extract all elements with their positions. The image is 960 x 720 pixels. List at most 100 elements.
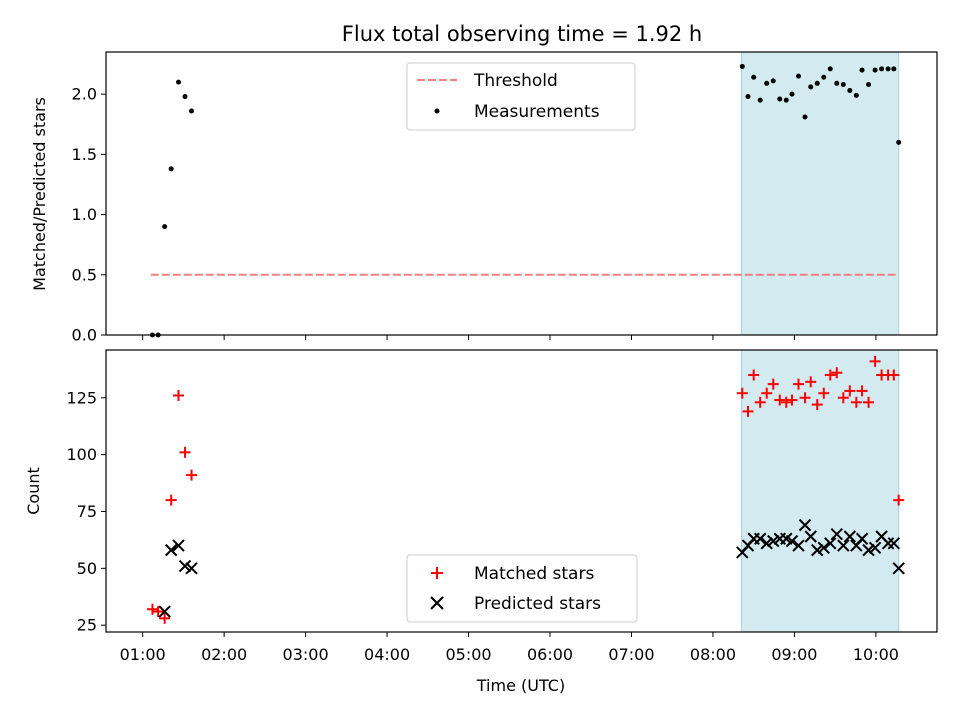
x-tick-label: 07:00: [608, 645, 654, 664]
measurements-point: [757, 97, 763, 103]
measurements-point: [821, 74, 827, 80]
measurements-point: [853, 92, 859, 98]
top-y-tick-label: 1.0: [72, 205, 97, 224]
x-tick-label: 02:00: [201, 645, 247, 664]
chart-title: Flux total observing time = 1.92 h: [342, 22, 702, 46]
predicted-stars-point: [881, 537, 895, 550]
matched-stars-legend-label: Matched stars: [474, 564, 594, 584]
predicted-stars-point: [824, 537, 837, 550]
predicted-stars-point: [792, 539, 805, 552]
predicted-stars-point: [760, 537, 773, 550]
matched-stars-point: [850, 396, 862, 408]
measurements-point: [764, 80, 770, 86]
measurements-point: [176, 79, 182, 85]
measurements-point: [859, 67, 865, 73]
matched-stars-point: [165, 494, 177, 506]
matched-stars-point: [856, 385, 868, 397]
predicted-stars-point: [185, 562, 198, 575]
x-tick-label: 08:00: [690, 645, 736, 664]
top-axes-frame: [105, 51, 938, 336]
predicted-stars-point: [754, 532, 767, 545]
matched-stars-point: [748, 369, 760, 381]
matched-stars-point: [805, 376, 817, 388]
measurements-point: [834, 80, 840, 86]
matched-stars-point: [799, 392, 811, 404]
predicted-stars-point: [178, 559, 192, 573]
predicted-stars-point: [887, 537, 901, 550]
measurements-point: [866, 82, 872, 88]
top-y-tick-label: 0.0: [72, 326, 97, 345]
matched-stars-point: [824, 369, 836, 381]
top-legend: Threshold Measurements: [406, 62, 636, 131]
x-tick-label: 10:00: [853, 645, 899, 664]
measurements-point: [840, 82, 846, 88]
predicted-stars-point: [892, 562, 905, 575]
measurements-legend-label: Measurements: [474, 102, 600, 122]
matched-stars-point: [774, 394, 786, 406]
measurements-point: [802, 114, 808, 120]
top-y-tick-label: 2.0: [72, 85, 97, 104]
predicted-stars-point: [811, 543, 824, 557]
measurements-point: [777, 96, 783, 102]
matched-stars-point: [742, 405, 754, 417]
top-shaded-span: [740, 51, 900, 336]
predicted-stars-point: [164, 543, 178, 557]
predicted-stars-point: [785, 534, 799, 548]
bottom-y-tick-label: 100: [66, 445, 97, 464]
predicted-stars-point: [855, 532, 869, 545]
measurements-point: [182, 94, 188, 100]
x-axis-label: Time (UTC): [476, 676, 565, 695]
matched-stars-point: [152, 606, 164, 618]
top-panel: 0.0 0.5 1.0 1.5 2.0: [72, 51, 938, 345]
predicted-stars-legend-swatch: [430, 596, 444, 610]
measurements-point: [739, 63, 745, 69]
predicted-stars-point: [798, 518, 812, 532]
matched-stars-point: [888, 369, 900, 381]
matched-stars-point: [767, 378, 779, 390]
measurements-point: [885, 66, 891, 72]
measurements-point: [745, 94, 751, 100]
predicted-stars-point: [804, 530, 817, 543]
matched-stars-point: [761, 387, 773, 399]
measurements-point: [796, 73, 801, 79]
measurements-point: [847, 88, 853, 94]
top-y-tick-label: 0.5: [72, 265, 97, 284]
predicted-stars-point: [868, 541, 882, 555]
matched-stars-point: [159, 612, 171, 624]
bottom-legend-frame: [406, 554, 638, 623]
matched-stars-point: [793, 378, 804, 390]
x-tick-label: 04:00: [364, 645, 410, 664]
matched-stars-point: [786, 394, 798, 406]
top-y-tick-label: 1.5: [72, 145, 97, 164]
matched-stars-point: [780, 396, 792, 408]
measurements-point: [770, 78, 776, 84]
bottom-axes-frame: [105, 349, 938, 633]
bottom-y-tick-label: 125: [66, 388, 97, 407]
measurements-point: [814, 80, 820, 86]
bottom-legend: Matched stars Predicted stars: [406, 554, 638, 623]
matched-stars-point: [186, 469, 198, 481]
measurements-point: [896, 139, 902, 145]
top-legend-frame: [406, 62, 636, 131]
bottom-y-tick-label: 50: [77, 559, 97, 578]
measurements-point: [783, 97, 789, 103]
matched-stars-point: [863, 396, 875, 408]
matched-stars-legend-swatch: [431, 567, 443, 579]
predicted-stars-legend-label: Predicted stars: [474, 594, 601, 614]
measurements-point: [808, 84, 814, 90]
bottom-panel: 25 50 75 100 125 01:00 02:00 03:00 04:00 05:00 06:…: [66, 349, 938, 664]
matched-stars-point: [869, 355, 881, 367]
matched-stars-point: [831, 367, 843, 379]
measurements-point: [162, 224, 168, 230]
bottom-y-tick-label: 25: [77, 616, 97, 635]
predicted-stars-point: [837, 539, 850, 552]
x-tick-label: 06:00: [527, 645, 573, 664]
measurements-point: [789, 91, 795, 97]
matched-stars-point: [818, 387, 830, 399]
predicted-stars-point: [172, 539, 185, 552]
x-tick-label: 03:00: [283, 645, 329, 664]
x-tick-label: 01:00: [120, 645, 166, 664]
measurements-point: [891, 66, 897, 72]
matched-stars-point: [893, 494, 905, 506]
